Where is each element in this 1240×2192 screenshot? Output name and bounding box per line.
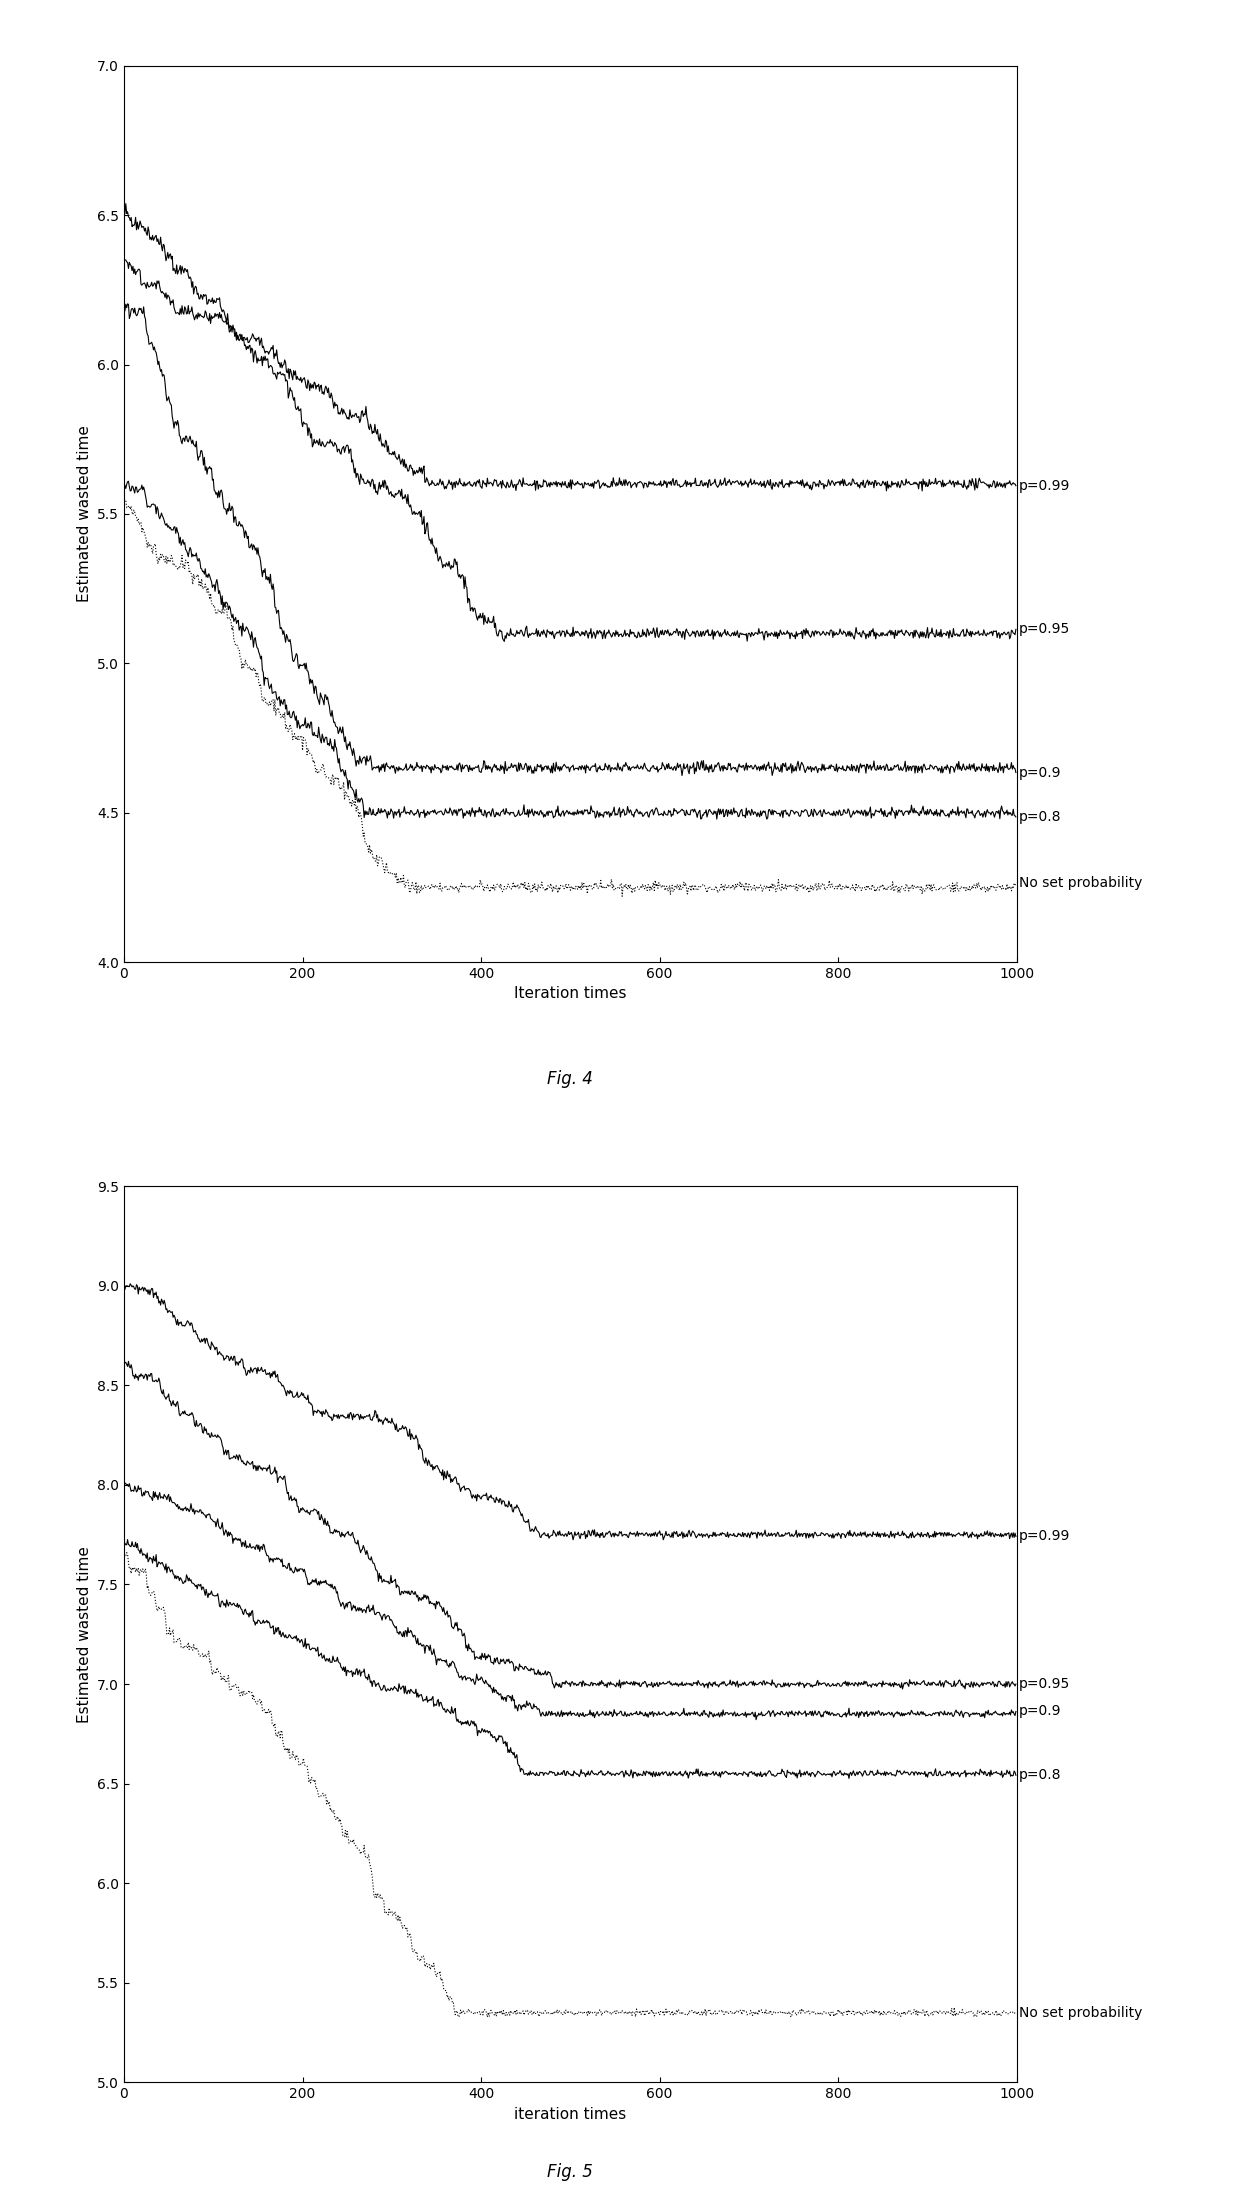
- X-axis label: iteration times: iteration times: [515, 2107, 626, 2122]
- Y-axis label: Estimated wasted time: Estimated wasted time: [77, 425, 92, 603]
- Text: p=0.8: p=0.8: [1018, 1769, 1061, 1782]
- Text: p=0.95: p=0.95: [1018, 1677, 1070, 1690]
- Text: p=0.99: p=0.99: [1018, 478, 1070, 493]
- Text: p=0.9: p=0.9: [1018, 1705, 1061, 1719]
- Text: Fig. 5: Fig. 5: [548, 2164, 593, 2181]
- Y-axis label: Estimated wasted time: Estimated wasted time: [77, 1545, 92, 1723]
- Text: Fig. 4: Fig. 4: [548, 1070, 593, 1087]
- Text: p=0.8: p=0.8: [1018, 809, 1061, 824]
- Text: No set probability: No set probability: [1018, 877, 1142, 890]
- Text: p=0.9: p=0.9: [1018, 765, 1061, 780]
- Text: No set probability: No set probability: [1018, 2006, 1142, 2021]
- X-axis label: Iteration times: Iteration times: [515, 986, 626, 1002]
- Text: p=0.99: p=0.99: [1018, 1530, 1070, 1543]
- Text: p=0.95: p=0.95: [1018, 623, 1070, 636]
